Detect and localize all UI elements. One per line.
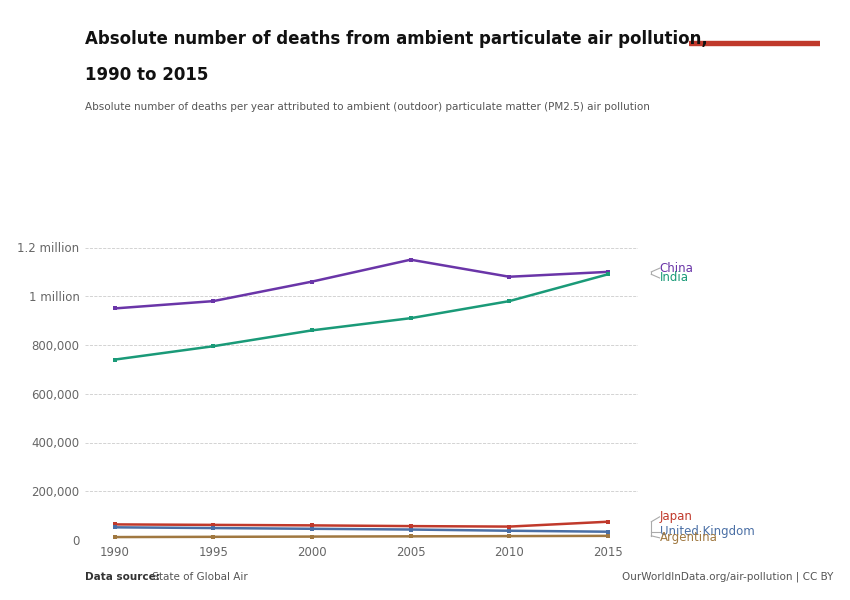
Text: in Data: in Data bbox=[734, 53, 774, 63]
Text: Japan: Japan bbox=[660, 511, 693, 523]
Text: Absolute number of deaths per year attributed to ambient (outdoor) particulate m: Absolute number of deaths per year attri… bbox=[85, 102, 650, 112]
Text: China: China bbox=[660, 262, 694, 275]
Text: United Kingdom: United Kingdom bbox=[660, 525, 754, 538]
Text: Our World: Our World bbox=[727, 23, 782, 32]
Text: 1990 to 2015: 1990 to 2015 bbox=[85, 66, 208, 84]
Text: India: India bbox=[660, 271, 688, 284]
Text: Argentina: Argentina bbox=[660, 532, 717, 544]
Text: Absolute number of deaths from ambient particulate air pollution,: Absolute number of deaths from ambient p… bbox=[85, 30, 708, 48]
Text: State of Global Air: State of Global Air bbox=[149, 572, 247, 582]
Text: Data source:: Data source: bbox=[85, 572, 160, 582]
Text: OurWorldInData.org/air-pollution | CC BY: OurWorldInData.org/air-pollution | CC BY bbox=[621, 571, 833, 582]
Bar bbox=[688, 41, 820, 44]
